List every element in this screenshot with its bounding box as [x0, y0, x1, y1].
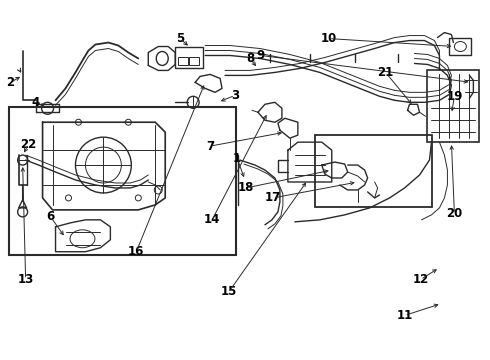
Text: 22: 22: [21, 138, 37, 150]
Bar: [315, 135, 433, 207]
Text: 8: 8: [246, 52, 254, 65]
Bar: [427, 71, 479, 142]
Text: 21: 21: [377, 66, 394, 79]
Text: 5: 5: [176, 32, 184, 45]
Text: 18: 18: [238, 181, 254, 194]
Text: 10: 10: [320, 32, 337, 45]
Text: 4: 4: [31, 96, 40, 109]
Text: 2: 2: [6, 76, 15, 89]
Text: 16: 16: [128, 245, 145, 258]
Text: 9: 9: [257, 49, 265, 62]
Text: 12: 12: [413, 273, 429, 286]
Bar: [449, 37, 471, 55]
Bar: [175, 46, 203, 68]
Text: 20: 20: [446, 207, 463, 220]
Bar: [9, 107, 236, 255]
Text: 15: 15: [221, 285, 237, 298]
Text: 14: 14: [204, 213, 221, 226]
Text: 1: 1: [233, 152, 241, 165]
Text: 3: 3: [231, 89, 239, 102]
Text: 19: 19: [446, 90, 463, 103]
Bar: [189, 58, 199, 66]
Text: 7: 7: [206, 140, 214, 153]
Text: 6: 6: [47, 210, 55, 223]
Bar: [178, 58, 188, 66]
Text: 13: 13: [18, 273, 34, 286]
Text: 17: 17: [265, 192, 281, 204]
Text: 11: 11: [396, 309, 413, 322]
